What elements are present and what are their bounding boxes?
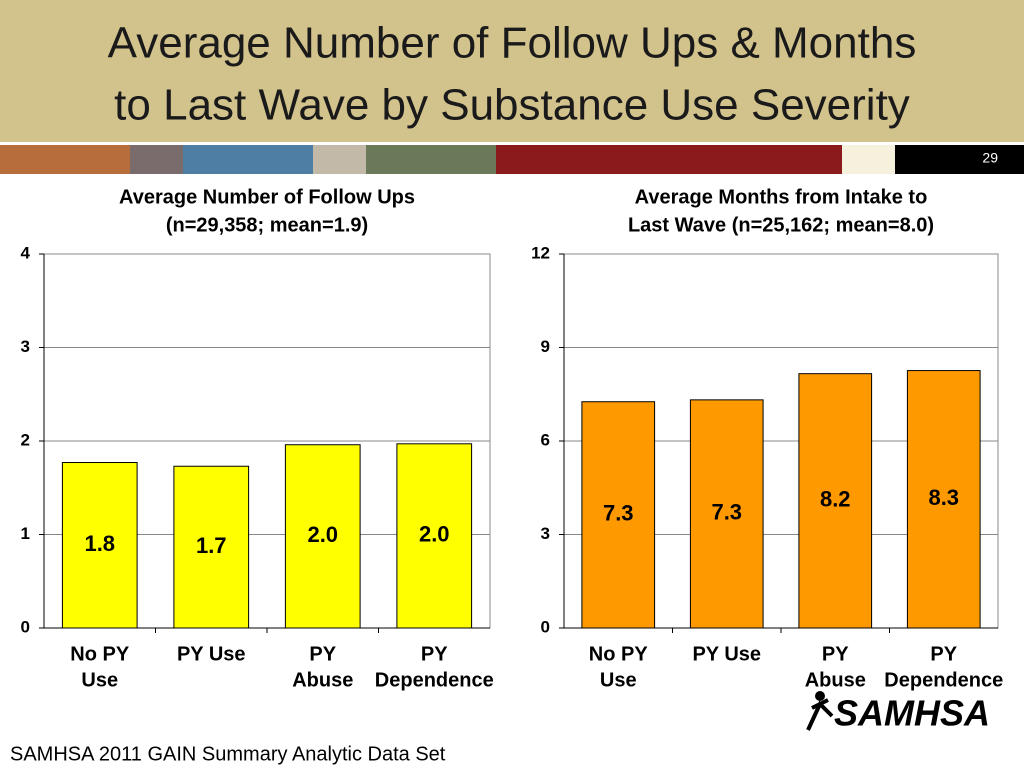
data-label: 8.3: [928, 485, 959, 510]
x-tick-label: No PY: [70, 643, 130, 665]
y-tick-label: 4: [21, 243, 31, 262]
y-tick-label: 0: [541, 617, 550, 636]
x-tick-label: Abuse: [292, 669, 353, 691]
bar: [284, 444, 361, 629]
strip: [842, 145, 895, 174]
bar: [906, 370, 981, 629]
data-label: 2.0: [307, 522, 338, 547]
data-label: 7.3: [603, 501, 634, 526]
data-label: 7.3: [711, 500, 742, 525]
logo-icon: [806, 698, 834, 731]
y-tick-label: 3: [21, 337, 30, 356]
footer: SAMHSA 2011 GAIN Summary Analytic Data S…: [10, 743, 446, 765]
data-label: 1.8: [84, 531, 115, 556]
data-label: 1.7: [196, 533, 227, 558]
strip: [895, 145, 1024, 174]
x-tick-label: No PY: [589, 643, 649, 665]
x-tick-label: PY Use: [177, 643, 246, 665]
header-band: [0, 0, 1024, 142]
slide-title: Average Number of Follow Ups & Months: [108, 19, 917, 68]
y-tick-label: 2: [21, 430, 30, 449]
bar: [396, 443, 473, 629]
y-tick-label: 0: [21, 617, 30, 636]
chart-title: Average Number of Follow Ups: [119, 186, 415, 208]
bar: [798, 373, 873, 629]
strip: [313, 145, 366, 174]
y-tick-label: 12: [531, 243, 550, 262]
bar: [581, 401, 656, 629]
data-label: 2.0: [419, 522, 450, 547]
y-tick-label: 6: [541, 430, 550, 449]
y-tick-label: 9: [541, 337, 550, 356]
bar: [689, 399, 764, 629]
y-tick-label: 1: [21, 524, 30, 543]
logo-text: SAMHSA: [834, 693, 990, 734]
x-tick-label: Use: [600, 669, 637, 691]
strip: [0, 145, 130, 174]
x-tick-label: PY Use: [692, 643, 761, 665]
x-tick-label: PY: [309, 643, 336, 665]
strip: [366, 145, 496, 174]
x-tick-label: Abuse: [805, 669, 866, 691]
x-tick-label: Dependence: [884, 669, 1003, 691]
chart-title: Last Wave (n=25,162; mean=8.0): [628, 214, 934, 236]
chart-title: Average Months from Intake to: [635, 186, 928, 208]
logo: SAMHSA: [806, 691, 990, 734]
slide-title: to Last Wave by Substance Use Severity: [114, 81, 910, 130]
x-tick-label: PY: [822, 643, 849, 665]
slide-number: 29: [982, 150, 998, 166]
x-tick-label: PY: [930, 643, 957, 665]
x-tick-label: Use: [81, 669, 118, 691]
data-label: 8.2: [820, 487, 851, 512]
logo-icon: [815, 691, 825, 701]
y-tick-label: 3: [541, 524, 550, 543]
x-tick-label: Dependence: [375, 669, 494, 691]
x-tick-label: PY: [421, 643, 448, 665]
chart-title: (n=29,358; mean=1.9): [166, 214, 368, 236]
strip: [130, 145, 183, 174]
strip: [496, 145, 842, 174]
strip: [183, 145, 313, 174]
color-strip: [0, 145, 1024, 174]
